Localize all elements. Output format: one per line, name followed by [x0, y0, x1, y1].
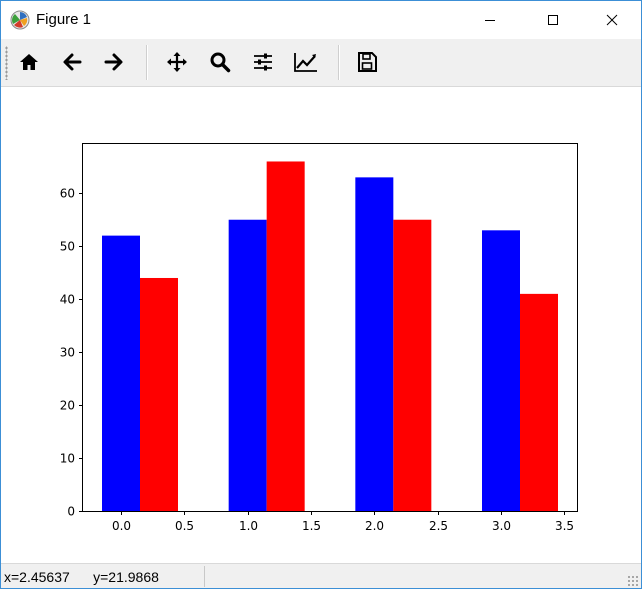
bar-series1-x2 — [355, 177, 394, 512]
axes-frame — [82, 143, 578, 512]
toolbar-separator — [338, 45, 340, 80]
zoom-button[interactable] — [203, 45, 237, 79]
y-tick-label: 30 — [60, 346, 75, 360]
maximize-button[interactable] — [530, 1, 576, 39]
minimize-icon — [485, 20, 495, 21]
subplots-button[interactable] — [246, 45, 280, 79]
window-title: Figure 1 — [36, 11, 92, 28]
y-tick-label: 10 — [60, 452, 75, 466]
bar-series1-x1 — [228, 219, 267, 512]
bar-series2-x2 — [393, 219, 432, 512]
toolbar-grip[interactable] — [5, 46, 8, 80]
x-tick-label: 1.5 — [302, 519, 321, 533]
toolbar-separator — [146, 45, 148, 80]
move-icon — [167, 52, 187, 72]
x-tick-label: 2.0 — [365, 519, 384, 533]
y-tick-label: 50 — [60, 240, 75, 254]
status-bar: x=2.45637 y=21.9868 — [1, 563, 641, 588]
bar-series2-x1 — [266, 161, 305, 511]
bar-series2-x0 — [140, 277, 178, 511]
status-divider — [204, 566, 205, 587]
home-icon — [20, 54, 38, 70]
y-tick-label: 40 — [60, 293, 75, 307]
title-bar[interactable]: Figure 1 — [1, 1, 641, 39]
y-tick-label: 0 — [67, 505, 75, 519]
forward-button[interactable] — [97, 45, 131, 79]
pan-button[interactable] — [160, 45, 194, 79]
x-tick-label: 3.5 — [555, 519, 574, 533]
navigation-toolbar — [1, 39, 641, 87]
line-chart-icon — [294, 53, 317, 72]
bar-series2-x3 — [520, 293, 558, 511]
sliders-icon — [254, 53, 272, 71]
home-button[interactable] — [12, 45, 46, 79]
minimize-button[interactable] — [467, 1, 513, 39]
figure-canvas[interactable]: 0.0 0.5 1.0 1.5 2.0 2.5 3.0 3.5 0 10 20 30 40 50 60 — [1, 87, 641, 563]
search-icon — [210, 52, 231, 73]
bar-series1-x0 — [102, 235, 140, 511]
close-icon — [606, 14, 618, 26]
x-tick-label: 3.0 — [492, 519, 511, 533]
close-button[interactable] — [589, 1, 635, 39]
back-button[interactable] — [55, 45, 89, 79]
y-tick-label: 60 — [60, 187, 75, 201]
maximize-icon — [548, 15, 558, 25]
y-tick-label: 20 — [60, 399, 75, 413]
x-tick-label: 2.5 — [429, 519, 448, 533]
bar-series1-x3 — [482, 230, 520, 511]
bar-chart[interactable]: 0.0 0.5 1.0 1.5 2.0 2.5 3.0 3.5 0 10 20 30 40 50 60 — [1, 87, 641, 563]
matplotlib-app-icon — [10, 10, 30, 30]
floppy-disk-icon — [358, 52, 377, 72]
x-tick-label: 0.0 — [112, 519, 131, 533]
x-tick-label: 0.5 — [175, 519, 194, 533]
save-button[interactable] — [350, 45, 384, 79]
arrow-right-icon — [104, 53, 123, 71]
cursor-coordinates: x=2.45637 y=21.9868 — [4, 569, 159, 585]
edit-axis-button[interactable] — [289, 45, 323, 79]
x-tick-label: 1.0 — [239, 519, 258, 533]
arrow-left-icon — [63, 53, 82, 71]
resize-grip[interactable] — [627, 575, 639, 587]
